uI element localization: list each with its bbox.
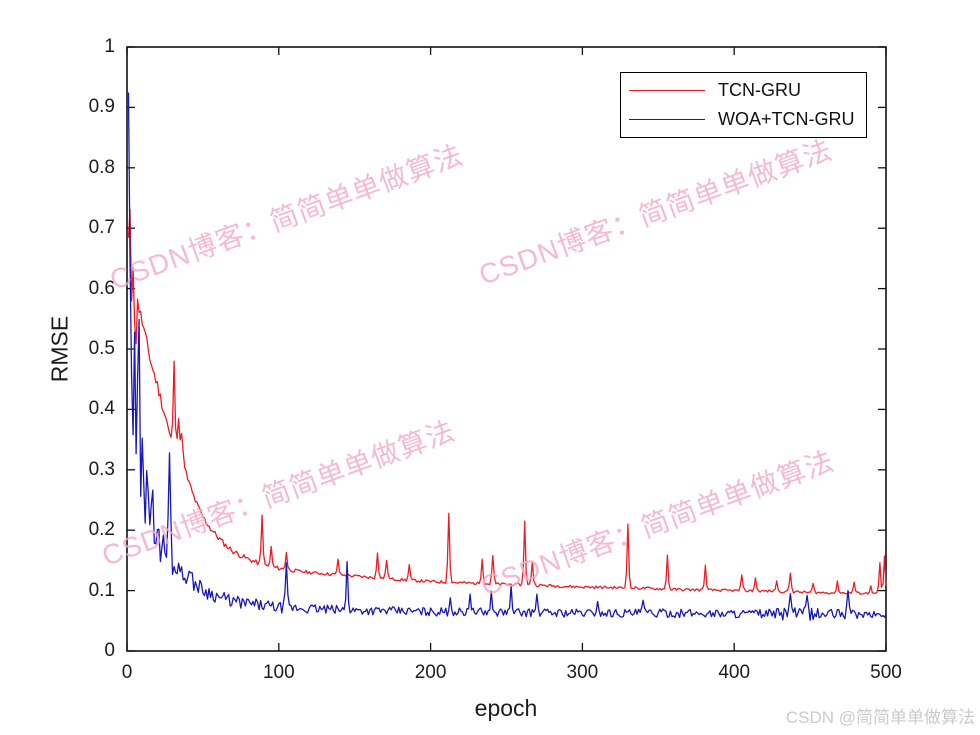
y-tick-label: 0.8 [88, 156, 115, 178]
y-tick-label: 0.6 [88, 277, 115, 299]
y-tick-label: 0.2 [88, 519, 115, 541]
y-axis-label: RMSE [46, 315, 73, 383]
y-tick-label: 0.9 [88, 96, 115, 118]
x-tick-label: 100 [262, 662, 295, 683]
series-line-tcn-gru [127, 208, 887, 595]
legend: TCN-GRU WOA+TCN-GRU [620, 72, 867, 138]
legend-item-label: TCN-GRU [718, 79, 801, 100]
series-line-woa-tcn-gru [127, 92, 887, 621]
y-tick-label: 0.7 [88, 217, 115, 239]
x-tick-label: 500 [870, 662, 902, 683]
x-tick-label: 200 [414, 662, 447, 683]
y-tick-label: 0.5 [88, 338, 115, 359]
y-tick-label: 0.4 [88, 398, 115, 420]
x-tick-label: 0 [121, 662, 133, 683]
legend-item-label: WOA+TCN-GRU [718, 109, 855, 130]
x-axis-label: epoch [474, 695, 538, 721]
x-tick-label: 300 [566, 662, 599, 683]
x-tick-label: 400 [718, 662, 751, 683]
legend-item-tcn-gru: TCN-GRU [621, 76, 866, 104]
legend-line-swatch-woa-tcn-gru [629, 119, 705, 121]
y-tick-label: 0.3 [88, 458, 115, 480]
y-tick-label: 0 [104, 640, 115, 661]
legend-line-swatch-tcn-gru [629, 89, 705, 91]
y-tick-label: 0.1 [88, 579, 115, 601]
y-tick-label: 1 [104, 36, 115, 57]
legend-item-woa-tcn-gru: WOA+TCN-GRU [621, 106, 866, 134]
